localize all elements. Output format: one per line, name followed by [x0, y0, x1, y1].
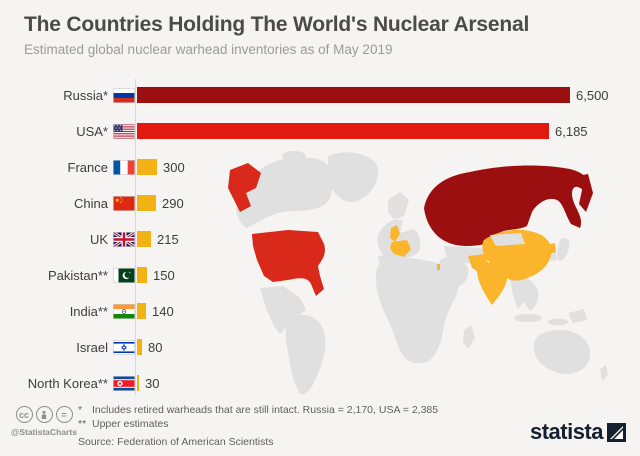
- chart-row-uk: UK 215: [0, 221, 640, 257]
- bar-chart: Russia* 6,500 USA* 6,185 France 300 Chin…: [0, 77, 640, 401]
- map-uk: [390, 225, 400, 242]
- bar-france: [137, 159, 157, 175]
- flag-china-icon: [113, 195, 135, 211]
- map-alaska: [228, 163, 261, 212]
- country-label-india: India**: [69, 303, 108, 319]
- flag-france-icon: [113, 159, 135, 175]
- value-label-israel: 80: [148, 339, 163, 355]
- chart-row-usa: USA* 6,185: [0, 113, 640, 149]
- value-label-china: 290: [162, 195, 184, 211]
- map-australia: [534, 329, 591, 375]
- country-label-russia: Russia*: [63, 87, 108, 103]
- flag-pakistan-icon: [113, 267, 135, 283]
- no-derivatives-icon: =: [55, 406, 73, 423]
- map-africa: [376, 258, 459, 364]
- flag-north-korea-icon: [113, 375, 135, 391]
- bar-israel: [137, 339, 142, 355]
- source-line: Source: Federation of American Scientist…: [78, 436, 274, 448]
- footnotes: * Includes retired warheads that are sti…: [78, 403, 438, 449]
- flag-israel-icon: [113, 339, 135, 355]
- statista-wordmark: statista: [529, 419, 604, 444]
- map-new-zealand: [600, 365, 608, 381]
- statista-charts-handle: @StatistaCharts: [11, 427, 77, 437]
- value-label-usa: 6,185: [555, 123, 588, 139]
- country-label-france: France: [67, 159, 108, 175]
- map-middle-east: [438, 257, 469, 288]
- chart-row-pakistan: Pakistan** 150: [0, 257, 640, 293]
- flag-uk-icon: [113, 231, 135, 247]
- country-label-pakistan: Pakistan**: [48, 267, 108, 283]
- chart-row-india: India** 140: [0, 293, 640, 329]
- cc-license-icon: cc: [15, 406, 33, 423]
- value-label-north-korea: 30: [145, 375, 160, 391]
- map-russia: [424, 165, 591, 247]
- map-mexico-central-america: [260, 286, 306, 334]
- country-label-china: China: [74, 195, 108, 211]
- world-map: [228, 151, 608, 395]
- map-france: [390, 240, 411, 257]
- chart-row-france: France 300: [0, 149, 640, 185]
- license-block: cc = @StatistaCharts: [10, 406, 78, 437]
- map-greenland: [328, 152, 379, 202]
- country-label-uk: UK: [89, 231, 108, 247]
- bar-china: [137, 195, 156, 211]
- page-title: The Countries Holding The World's Nuclea…: [24, 13, 530, 36]
- chart-row-israel: Israel 80: [0, 329, 640, 365]
- value-label-pakistan: 150: [153, 267, 175, 283]
- bar-india: [137, 303, 146, 319]
- footnote-1: Includes retired warheads that are still…: [92, 404, 439, 416]
- bar-usa: [137, 123, 549, 139]
- bar-russia: [137, 87, 570, 103]
- map-scandinavia: [388, 192, 409, 220]
- map-madagascar: [463, 325, 475, 349]
- map-north-korea: [547, 243, 556, 254]
- map-arctic-island: [282, 151, 306, 161]
- footnote-2: Upper estimates: [92, 418, 169, 430]
- country-label-north-korea: North Korea**: [27, 375, 108, 391]
- map-kamchatka: [578, 174, 593, 212]
- map-new-guinea: [568, 309, 587, 323]
- map-usa: [252, 230, 325, 296]
- bar-north-korea: [137, 375, 139, 391]
- map-indonesia: [514, 314, 542, 322]
- flag-usa-icon: [113, 123, 135, 139]
- country-label-usa: USA*: [76, 123, 108, 139]
- value-label-uk: 215: [157, 231, 179, 247]
- map-ireland: [384, 231, 390, 240]
- map-japan: [557, 237, 570, 261]
- bar-uk: [137, 231, 151, 247]
- chart-row-north-korea: North Korea** 30: [0, 365, 640, 401]
- map-mongolia: [490, 233, 525, 246]
- flag-india-icon: [113, 303, 135, 319]
- value-label-india: 140: [152, 303, 174, 319]
- map-india: [476, 261, 508, 305]
- bar-pakistan: [137, 267, 147, 283]
- statista-brand: statista: [530, 419, 626, 445]
- map-indonesia: [548, 318, 568, 326]
- value-label-russia: 6,500: [576, 87, 609, 103]
- axis-baseline: [135, 79, 136, 395]
- footnote-marker-1: *: [78, 404, 83, 416]
- map-south-america: [285, 314, 326, 395]
- attribution-icon: [35, 406, 53, 423]
- header: The Countries Holding The World's Nuclea…: [24, 13, 529, 57]
- chart-row-russia: Russia* 6,500: [0, 77, 640, 113]
- statista-logo-icon: [607, 422, 626, 442]
- country-label-israel: Israel: [76, 339, 108, 355]
- value-label-france: 300: [163, 159, 185, 175]
- map-se-asia: [510, 276, 539, 311]
- footnote-marker-2: **: [78, 418, 87, 430]
- map-israel: [437, 264, 440, 270]
- page-subtitle: Estimated global nuclear warhead invento…: [24, 42, 393, 57]
- chart-row-china: China 290: [0, 185, 640, 221]
- flag-russia-icon: [113, 87, 135, 103]
- map-arctic-island: [311, 160, 325, 168]
